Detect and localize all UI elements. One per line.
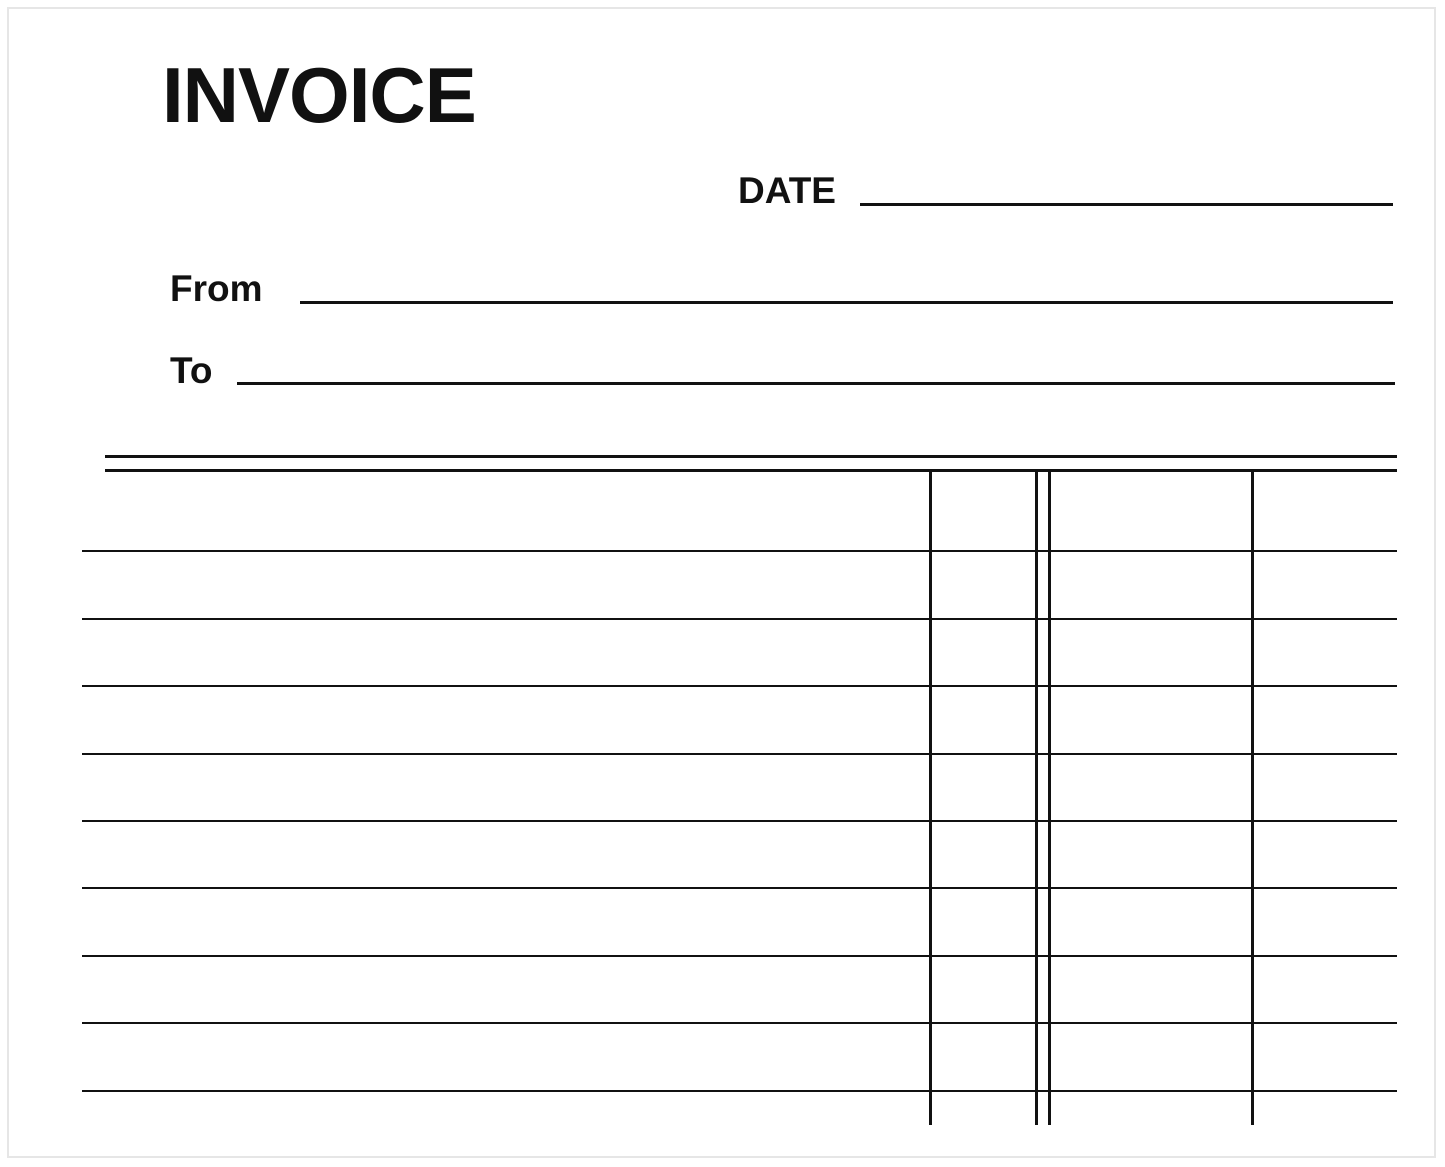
from-label: From xyxy=(170,268,263,309)
table-top-rule-inner xyxy=(105,469,1397,472)
to-label: To xyxy=(170,350,213,391)
table-column-divider xyxy=(1048,471,1051,1125)
to-field-line[interactable] xyxy=(237,382,1395,385)
date-label: DATE xyxy=(738,170,836,211)
invoice-title: INVOICE xyxy=(162,51,477,139)
table-row-line[interactable] xyxy=(82,820,1397,822)
table-row-line[interactable] xyxy=(82,1090,1397,1092)
table-row-line[interactable] xyxy=(82,685,1397,687)
table-row-line[interactable] xyxy=(82,955,1397,957)
table-row-line[interactable] xyxy=(82,753,1397,755)
table-top-rule xyxy=(105,455,1397,458)
table-column-divider xyxy=(929,471,932,1125)
from-field-line[interactable] xyxy=(300,301,1393,304)
table-column-divider xyxy=(1035,471,1038,1125)
table-row-line[interactable] xyxy=(82,887,1397,889)
page-border xyxy=(7,7,1436,1158)
table-column-divider xyxy=(1251,471,1254,1125)
table-row-line[interactable] xyxy=(82,550,1397,552)
table-row-line[interactable] xyxy=(82,1022,1397,1024)
table-row-line[interactable] xyxy=(82,618,1397,620)
date-field-line[interactable] xyxy=(860,203,1393,206)
